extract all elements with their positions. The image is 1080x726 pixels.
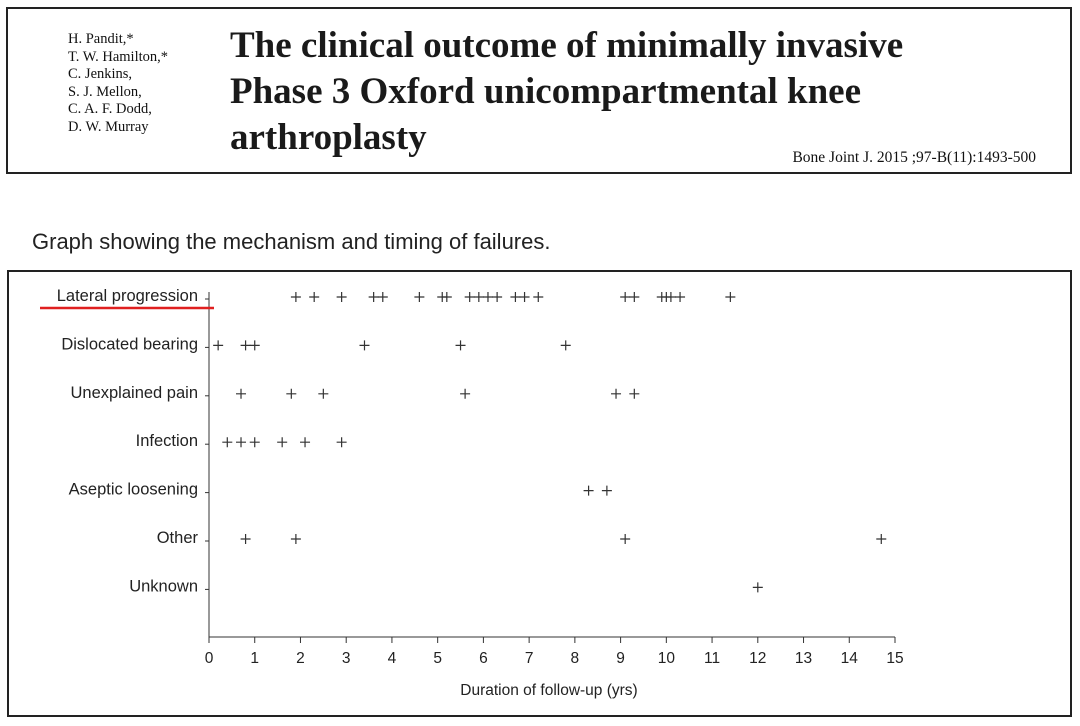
failure-point bbox=[240, 534, 251, 544]
x-tick-label: 2 bbox=[296, 650, 305, 667]
failure-point bbox=[455, 340, 466, 351]
x-axis-title: Duration of follow-up (yrs) bbox=[460, 682, 637, 699]
x-tick-label: 6 bbox=[479, 650, 488, 667]
category-label: Unknown bbox=[129, 577, 198, 595]
failure-point bbox=[665, 292, 676, 302]
failure-point bbox=[249, 437, 260, 448]
failure-point bbox=[309, 292, 320, 302]
x-tick-label: 9 bbox=[616, 650, 625, 667]
failure-point bbox=[277, 437, 288, 448]
failure-point bbox=[441, 292, 452, 302]
paper-header: H. Pandit,* T. W. Hamilton,* C. Jenkins,… bbox=[6, 7, 1072, 174]
chart-frame bbox=[7, 270, 1072, 717]
failure-point bbox=[336, 437, 347, 448]
failure-point bbox=[473, 292, 484, 302]
failure-point bbox=[213, 340, 224, 351]
failure-point bbox=[236, 388, 247, 399]
failure-point bbox=[368, 292, 379, 302]
failure-point bbox=[336, 292, 347, 302]
failure-point bbox=[620, 534, 631, 544]
x-tick-label: 14 bbox=[841, 650, 859, 667]
failure-point bbox=[675, 292, 686, 302]
failure-point bbox=[464, 292, 475, 302]
failure-point bbox=[318, 388, 329, 399]
failure-point bbox=[286, 388, 297, 399]
failure-point bbox=[290, 292, 301, 302]
failure-point bbox=[460, 388, 471, 399]
failure-point bbox=[482, 292, 493, 302]
x-tick-label: 8 bbox=[571, 650, 580, 667]
failure-point bbox=[236, 437, 247, 448]
failure-point bbox=[601, 485, 612, 496]
paper-title-line: arthroplasty bbox=[230, 117, 427, 158]
x-tick-label: 1 bbox=[250, 650, 259, 667]
failure-point bbox=[629, 292, 640, 302]
failure-point bbox=[492, 292, 503, 302]
figure-caption: Graph showing the mechanism and timing o… bbox=[32, 229, 551, 254]
failure-point bbox=[510, 292, 521, 302]
failure-point bbox=[414, 292, 425, 302]
failure-point bbox=[290, 534, 301, 544]
author: D. W. Murray bbox=[68, 118, 149, 135]
x-tick-label: 4 bbox=[388, 650, 397, 667]
x-tick-label: 11 bbox=[704, 650, 720, 667]
failure-point bbox=[300, 437, 311, 448]
failure-point bbox=[560, 340, 571, 351]
x-tick-label: 7 bbox=[525, 650, 534, 667]
failure-point bbox=[876, 534, 887, 544]
failure-point bbox=[377, 292, 388, 302]
failure-point bbox=[629, 388, 640, 399]
paper-title: The clinical outcome of minimally invasi… bbox=[230, 23, 1050, 161]
failure-point bbox=[611, 388, 622, 399]
failure-point bbox=[620, 292, 631, 302]
x-tick-label: 0 bbox=[205, 650, 214, 667]
category-label: Unexplained pain bbox=[70, 384, 198, 402]
author: H. Pandit,* bbox=[68, 31, 134, 47]
failure-point bbox=[752, 582, 763, 593]
category-label: Other bbox=[157, 529, 199, 547]
paper-title-line: The clinical outcome of minimally invasi… bbox=[230, 25, 904, 66]
category-label: Aseptic loosening bbox=[69, 481, 198, 499]
failure-point bbox=[519, 292, 530, 302]
x-tick-label: 3 bbox=[342, 650, 351, 667]
x-tick-label: 13 bbox=[795, 650, 812, 667]
author: C. Jenkins, bbox=[68, 66, 133, 82]
x-tick-label: 10 bbox=[658, 650, 676, 667]
paper-title-line: Phase 3 Oxford unicompartmental knee bbox=[230, 71, 862, 112]
citation: Bone Joint J. 2015 ;97-B(11):1493-500 bbox=[792, 149, 1036, 166]
x-tick-label: 12 bbox=[749, 650, 766, 667]
failure-point bbox=[725, 292, 736, 302]
author-list: H. Pandit,* T. W. Hamilton,* C. Jenkins,… bbox=[68, 31, 168, 136]
failure-point bbox=[583, 485, 594, 496]
failure-point bbox=[240, 340, 251, 351]
category-label: Lateral progression bbox=[57, 287, 198, 305]
author: S. J. Mellon, bbox=[68, 83, 142, 100]
author: C. A. F. Dodd, bbox=[68, 101, 152, 117]
failure-point bbox=[222, 437, 233, 448]
category-label: Infection bbox=[136, 432, 198, 450]
failure-point bbox=[249, 340, 260, 351]
x-tick-label: 15 bbox=[886, 650, 903, 667]
failure-point bbox=[533, 292, 544, 302]
category-label: Dislocated bearing bbox=[61, 335, 198, 353]
x-tick-label: 5 bbox=[433, 650, 442, 667]
failure-point bbox=[359, 340, 370, 351]
author: T. W. Hamilton,* bbox=[68, 48, 169, 65]
